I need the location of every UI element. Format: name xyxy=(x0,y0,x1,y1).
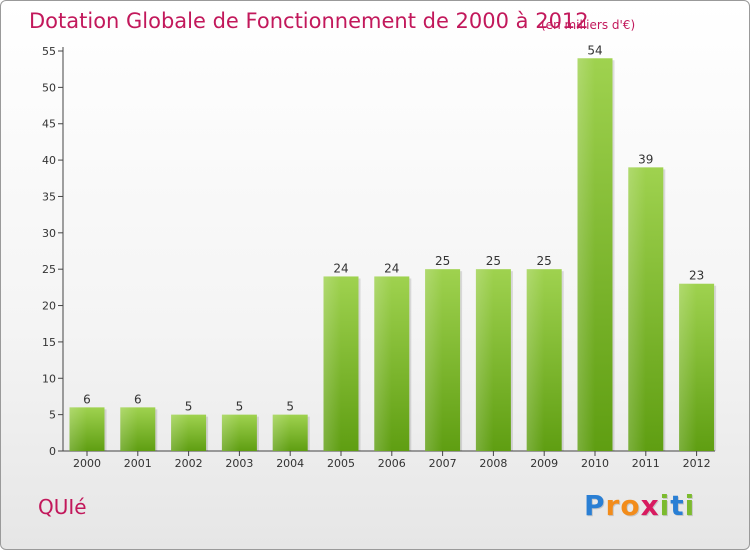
bar-value-label: 5 xyxy=(185,400,193,414)
bar-highlight xyxy=(679,283,697,451)
tick-labels: 0 5 10 15 20 25 30 35 40 45 50 55 6 2000 6 2001 5 2002 5 20… xyxy=(42,43,711,470)
bar-value-label: 5 xyxy=(286,400,294,414)
bar-value-label: 25 xyxy=(486,254,501,268)
bar-value-label: 24 xyxy=(333,261,348,275)
y-tick-label: 30 xyxy=(42,227,56,240)
bar-value-label: 5 xyxy=(236,400,244,414)
bar-highlight xyxy=(323,276,341,451)
bar-highlight xyxy=(425,269,443,451)
bar-highlight xyxy=(120,407,138,451)
x-tick-label: 2005 xyxy=(327,457,355,470)
y-tick-label: 0 xyxy=(49,445,56,458)
x-tick-label: 2002 xyxy=(175,457,203,470)
y-tick-label: 50 xyxy=(42,81,56,94)
logo-letter: o xyxy=(620,489,641,522)
bar-highlight xyxy=(374,276,392,451)
y-tick-label: 25 xyxy=(42,263,56,276)
x-tick-label: 2010 xyxy=(581,457,609,470)
y-tick-label: 40 xyxy=(42,154,56,167)
chart-subtitle: (en milliers d'€) xyxy=(541,18,636,32)
y-tick-label: 20 xyxy=(42,300,56,313)
x-tick-label: 2004 xyxy=(276,457,304,470)
bar-value-label: 23 xyxy=(689,269,704,283)
bar-highlight xyxy=(272,414,291,451)
bar-highlight xyxy=(628,167,646,451)
x-tick-label: 2000 xyxy=(73,457,101,470)
y-tick-label: 15 xyxy=(42,336,56,349)
x-tick-label: 2007 xyxy=(429,457,457,470)
x-tick-label: 2003 xyxy=(225,457,253,470)
bar-value-label: 25 xyxy=(435,254,450,268)
logo-letter: r xyxy=(605,489,621,522)
bar-value-label: 54 xyxy=(587,43,602,57)
y-tick-label: 10 xyxy=(42,372,56,385)
chart-title: Dotation Globale de Fonctionnement de 20… xyxy=(29,9,589,33)
bar-highlight xyxy=(577,58,595,451)
x-tick-label: 2012 xyxy=(683,457,711,470)
logo-letter: i xyxy=(684,489,696,522)
bar-highlight xyxy=(69,407,87,451)
logo-letter: P xyxy=(584,489,606,522)
x-tick-label: 2008 xyxy=(479,457,507,470)
proxiti-logo: Proxiti xyxy=(584,489,695,522)
x-tick-label: 2011 xyxy=(632,457,660,470)
x-tick-label: 2006 xyxy=(378,457,406,470)
bar-highlight xyxy=(526,269,545,451)
x-tick-label: 2009 xyxy=(530,457,558,470)
y-tick-label: 55 xyxy=(42,45,56,58)
bar-highlight xyxy=(475,269,494,451)
commune-name: QUIé xyxy=(38,495,87,519)
bar-value-label: 6 xyxy=(134,392,142,406)
bar-value-label: 25 xyxy=(537,254,552,268)
bar-highlight xyxy=(171,414,189,451)
x-tick-label: 2001 xyxy=(124,457,152,470)
y-tick-label: 45 xyxy=(42,118,56,131)
y-tick-label: 35 xyxy=(42,190,56,203)
bar-value-label: 24 xyxy=(384,261,399,275)
bar-value-label: 6 xyxy=(83,392,91,406)
logo-letter: i xyxy=(659,489,671,522)
logo-letter: x xyxy=(640,489,660,522)
logo-letter: t xyxy=(670,489,685,522)
bar-value-label: 39 xyxy=(638,152,653,166)
y-tick-label: 5 xyxy=(49,409,56,422)
bars xyxy=(69,58,717,451)
bar-highlight xyxy=(221,414,240,451)
